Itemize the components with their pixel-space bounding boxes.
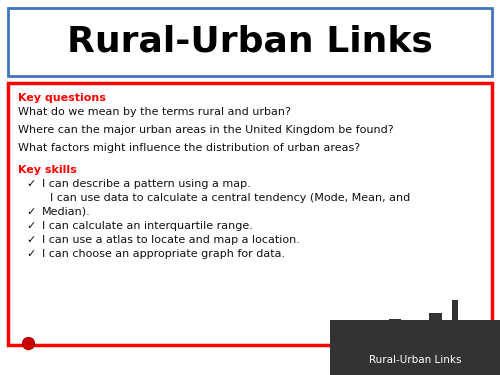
FancyBboxPatch shape [8,8,492,76]
FancyBboxPatch shape [442,343,451,375]
FancyBboxPatch shape [469,331,481,375]
FancyBboxPatch shape [389,319,401,375]
FancyBboxPatch shape [411,323,421,375]
Text: ✓: ✓ [26,221,36,231]
FancyBboxPatch shape [490,337,500,375]
FancyBboxPatch shape [362,343,372,375]
Text: I can use data to calculate a central tendency (Mode, Mean, and: I can use data to calculate a central te… [50,193,410,203]
FancyBboxPatch shape [342,349,350,375]
FancyBboxPatch shape [452,300,458,375]
Text: What do we mean by the terms rural and urban?: What do we mean by the terms rural and u… [18,107,291,117]
FancyBboxPatch shape [451,329,461,375]
FancyBboxPatch shape [350,329,362,375]
Text: Key questions: Key questions [18,93,106,103]
FancyBboxPatch shape [429,313,442,375]
FancyBboxPatch shape [332,337,342,375]
Text: Key skills: Key skills [18,165,77,175]
Text: Rural-Urban Links: Rural-Urban Links [67,25,433,59]
FancyBboxPatch shape [421,335,429,375]
FancyBboxPatch shape [401,339,411,375]
Text: ✓: ✓ [26,179,36,189]
Text: I can use a atlas to locate and map a location.: I can use a atlas to locate and map a lo… [42,235,300,245]
Text: I can choose an appropriate graph for data.: I can choose an appropriate graph for da… [42,249,285,259]
Text: What factors might influence the distribution of urban areas?: What factors might influence the distrib… [18,143,360,153]
FancyBboxPatch shape [481,345,490,375]
FancyBboxPatch shape [330,320,500,375]
Text: Median).: Median). [42,207,91,217]
Text: ✓: ✓ [26,207,36,217]
Text: I can describe a pattern using a map.: I can describe a pattern using a map. [42,179,251,189]
Text: Rural-Urban Links: Rural-Urban Links [369,355,461,365]
Text: I can calculate an interquartile range.: I can calculate an interquartile range. [42,221,253,231]
Text: Where can the major urban areas in the United Kingdom be found?: Where can the major urban areas in the U… [18,125,394,135]
Text: ✓: ✓ [26,249,36,259]
FancyBboxPatch shape [381,347,389,375]
FancyBboxPatch shape [461,340,469,375]
Text: ✓: ✓ [26,235,36,245]
FancyBboxPatch shape [8,83,492,345]
FancyBboxPatch shape [372,335,381,375]
